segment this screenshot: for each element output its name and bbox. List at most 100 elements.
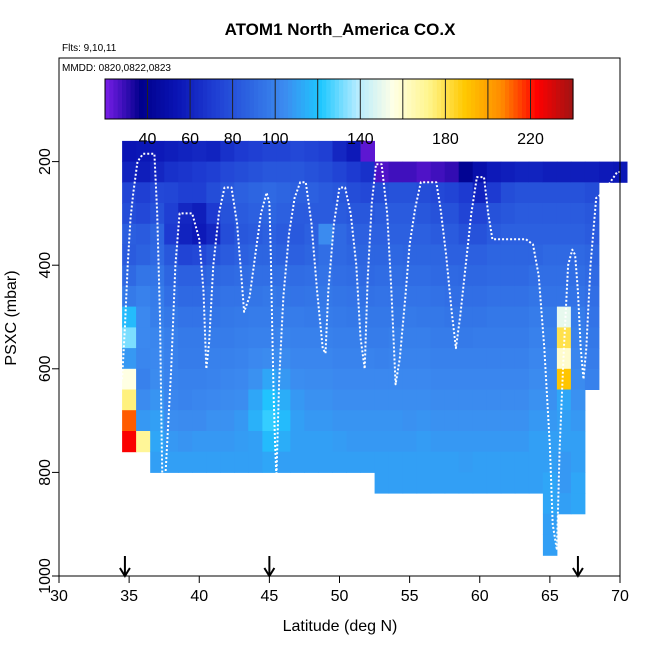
colorbar-segment <box>134 79 140 119</box>
colorbar-segment <box>304 79 310 119</box>
y-axis-label: PSXC (mbar) <box>3 270 20 365</box>
heatmap-cell <box>150 223 165 245</box>
colorbar-segment <box>105 79 110 119</box>
colorbar-segment <box>538 79 544 119</box>
heatmap-cell <box>402 306 418 328</box>
heatmap-cell <box>150 265 165 287</box>
heatmap-cell <box>458 451 474 473</box>
heatmap-cell <box>556 410 572 432</box>
heatmap-cell <box>416 223 432 245</box>
heatmap-cell <box>248 244 263 266</box>
heatmap-cell <box>500 431 516 453</box>
heatmap-cell <box>472 265 488 287</box>
colorbar-segment <box>228 79 234 119</box>
flight-track-line <box>121 152 620 552</box>
colorbar-frame <box>104 78 574 120</box>
heatmap-cell <box>402 265 418 287</box>
heatmap-cell <box>248 327 263 349</box>
colorbar-segment <box>568 79 574 119</box>
heatmap-cell <box>556 182 572 204</box>
heatmap-cell <box>304 368 319 390</box>
heatmap-cell <box>514 389 530 411</box>
colorbar-segment <box>275 79 281 119</box>
heatmap-cell <box>556 368 572 390</box>
heatmap-cell <box>304 306 319 328</box>
heatmap-cell <box>206 285 221 308</box>
heatmap-cell <box>206 203 221 225</box>
heatmap-cell <box>430 410 446 432</box>
heatmap-cell <box>234 431 249 453</box>
colorbar-tick-label: 180 <box>432 131 459 148</box>
heatmap-cell <box>388 348 404 370</box>
y-tick-label: 400 <box>37 252 54 279</box>
heatmap-cell <box>444 389 460 411</box>
heatmap-cell <box>388 327 404 349</box>
heatmap-cell <box>136 431 151 453</box>
heatmap-cell <box>570 223 586 245</box>
heatmap-cell <box>570 244 586 266</box>
colorbar-segment <box>504 79 510 119</box>
heatmap-cell <box>346 327 361 349</box>
heatmap-cell <box>416 410 432 432</box>
heatmap-cell <box>360 389 375 411</box>
heatmap-cell <box>192 451 207 473</box>
heatmap-cell <box>304 348 319 370</box>
colorbar-segment <box>487 79 493 119</box>
heatmap-cell <box>486 244 502 266</box>
heatmap-cell <box>430 451 446 473</box>
heatmap-cell <box>416 472 432 494</box>
heatmap-cell <box>500 306 516 328</box>
colorbar-segment <box>258 79 264 119</box>
heatmap-cell <box>164 203 179 225</box>
heatmap-cell <box>136 285 151 308</box>
heatmap-cell <box>332 265 347 287</box>
heatmap-cell <box>570 327 586 349</box>
heatmap-cell <box>290 306 305 328</box>
heatmap-cell <box>290 410 305 432</box>
heatmap-cell <box>500 203 516 225</box>
heatmap-cell <box>458 348 474 370</box>
heatmap-cell <box>248 285 263 308</box>
heatmap-cell <box>248 140 263 163</box>
heatmap-cell <box>206 182 221 204</box>
heatmap-cell <box>136 348 151 370</box>
heatmap-cell <box>528 451 544 473</box>
heatmap-cell <box>486 348 502 370</box>
colorbar-segment <box>122 79 127 119</box>
heatmap-cell <box>150 140 165 163</box>
heatmap-cell <box>542 203 558 225</box>
heatmap-cell <box>220 368 235 390</box>
heatmap-cell <box>220 203 235 225</box>
heatmap-cell <box>430 285 446 308</box>
heatmap-cell <box>458 410 474 432</box>
heatmap-cell <box>178 265 193 287</box>
heatmap-cell <box>164 265 179 287</box>
heatmap-cell <box>136 306 151 328</box>
heatmap-cell <box>276 389 291 411</box>
colorbar-segment <box>385 79 391 119</box>
heatmap-cell <box>262 431 277 453</box>
colorbar-segment <box>551 79 557 119</box>
heatmap-cell <box>570 161 586 183</box>
heatmap-cell <box>584 244 600 266</box>
heatmap-cell <box>136 389 151 411</box>
colorbar-segment <box>394 79 400 119</box>
heatmap-cell <box>486 368 502 390</box>
colorbar-segment <box>139 79 144 119</box>
heatmap-cell <box>486 451 502 473</box>
heatmap-cell <box>500 368 516 390</box>
heatmap-cell <box>528 431 544 453</box>
heatmap-cell <box>192 368 207 390</box>
colorbar-segment <box>253 79 259 119</box>
heatmap-cell <box>304 244 319 266</box>
heatmap-cell <box>290 368 305 390</box>
colorbar-segment <box>313 79 319 119</box>
heatmap-cell <box>262 244 277 266</box>
heatmap-cell <box>458 368 474 390</box>
heatmap-cell <box>486 161 502 183</box>
heatmap-cell <box>416 348 432 370</box>
heatmap-cell <box>416 389 432 411</box>
heatmap-cell <box>262 161 277 183</box>
heatmap-cell <box>500 472 516 494</box>
heatmap-cell <box>122 431 137 453</box>
